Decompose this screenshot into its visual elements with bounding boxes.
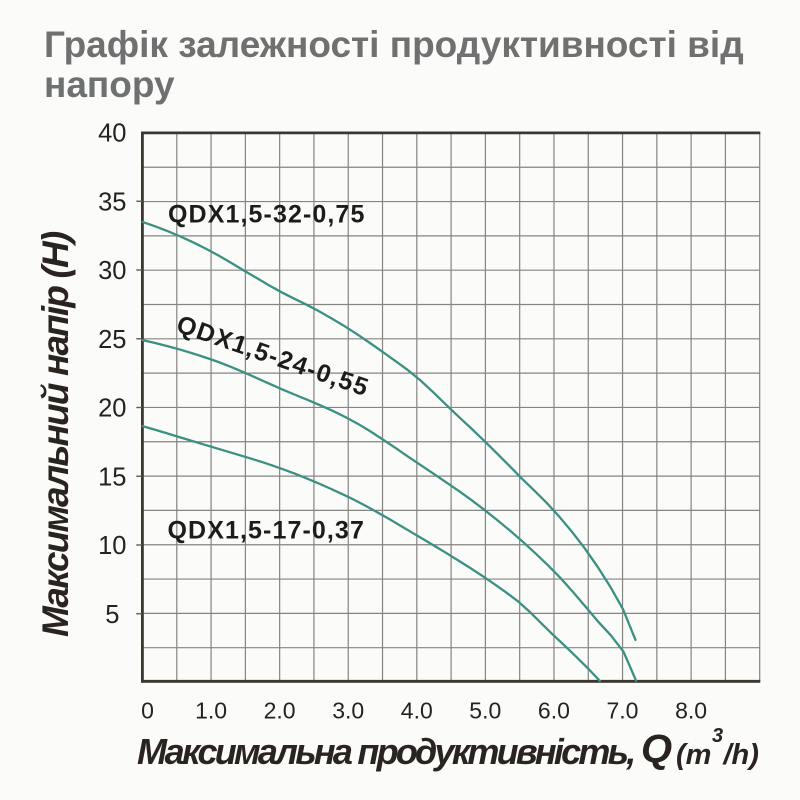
svg-text:40: 40 (98, 120, 126, 148)
svg-text:7.0: 7.0 (607, 697, 639, 723)
svg-text:напору: напору (44, 64, 175, 105)
svg-text:4.0: 4.0 (401, 697, 433, 723)
svg-text:QDX1,5-17-0,37: QDX1,5-17-0,37 (168, 517, 365, 545)
svg-text:10: 10 (98, 532, 126, 560)
svg-text:QDX1,5-32-0,75: QDX1,5-32-0,75 (168, 201, 365, 229)
svg-text:25: 25 (98, 326, 126, 354)
svg-text:/h): /h) (722, 739, 759, 771)
svg-text:(m: (m (676, 739, 711, 771)
svg-text:6.0: 6.0 (538, 697, 570, 723)
svg-text:5.0: 5.0 (469, 697, 501, 723)
svg-text:1.0: 1.0 (195, 697, 227, 723)
svg-text:5: 5 (105, 601, 119, 629)
svg-text:Q: Q (641, 727, 672, 771)
svg-text:8.0: 8.0 (675, 697, 707, 723)
svg-text:Графік залежності продуктивнос: Графік залежності продуктивності від (44, 24, 744, 65)
svg-text:3.0: 3.0 (332, 697, 364, 723)
svg-text:Максимальна продуктивність,: Максимальна продуктивність, (137, 731, 633, 772)
svg-text:20: 20 (98, 395, 126, 423)
svg-text:15: 15 (98, 463, 126, 491)
svg-text:0: 0 (141, 697, 154, 723)
svg-text:Максимальний напір (Н): Максимальний напір (Н) (35, 231, 76, 637)
svg-text:30: 30 (98, 257, 126, 285)
svg-text:3: 3 (712, 725, 723, 747)
svg-text:2.0: 2.0 (264, 697, 296, 723)
svg-text:35: 35 (98, 188, 126, 216)
